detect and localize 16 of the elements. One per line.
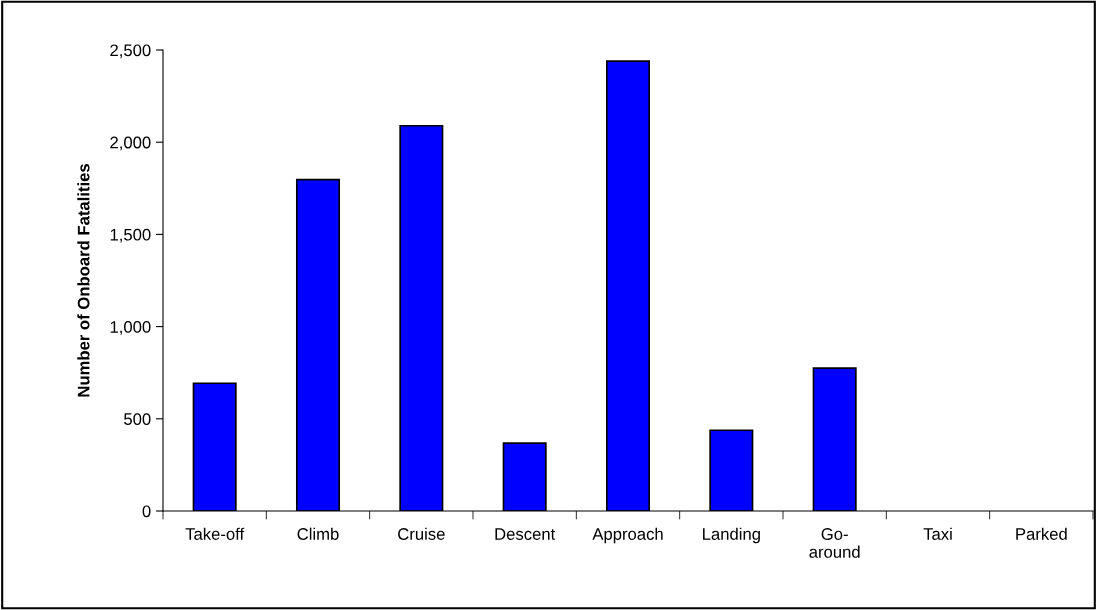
x-tick-label: Landing xyxy=(703,527,760,544)
x-tick-label: Descent xyxy=(495,528,556,540)
x-tick-label: Parked xyxy=(1016,527,1067,540)
x-tick-label: Approach xyxy=(592,527,663,544)
x-tick-label: Cruise xyxy=(398,527,445,540)
x-tick-label: Climb xyxy=(297,527,339,540)
y-tick-label: 500 xyxy=(124,413,151,425)
y-tick-label: 0 xyxy=(142,505,151,518)
x-tick-label: Go- around xyxy=(809,528,860,558)
y-tick-label: 1,500 xyxy=(110,228,151,243)
x-tick-label: Take-off xyxy=(185,527,245,540)
y-axis-title: Number of Onboard Fatalities xyxy=(77,164,90,397)
y-tick-label: 2,500 xyxy=(110,44,151,59)
x-tick-label: Taxi xyxy=(923,527,952,540)
y-tick-label: 2,000 xyxy=(110,136,151,151)
y-tick-label: 1,000 xyxy=(110,321,151,335)
